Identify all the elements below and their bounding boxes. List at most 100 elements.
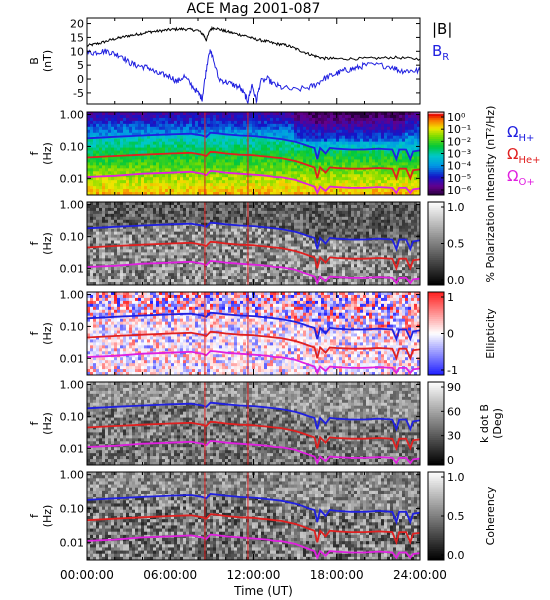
heatmap-cell bbox=[138, 240, 142, 244]
heatmap-cell bbox=[309, 138, 313, 143]
heatmap-cell bbox=[216, 120, 220, 125]
heatmap-cell bbox=[138, 204, 142, 209]
heatmap-cell bbox=[339, 138, 343, 143]
heatmap-cell bbox=[282, 114, 286, 119]
heatmap-cell bbox=[273, 249, 277, 253]
heatmap-cell bbox=[417, 165, 420, 169]
heatmap-cell bbox=[177, 279, 181, 283]
heatmap-cell bbox=[186, 202, 190, 206]
heatmap-cell bbox=[285, 135, 289, 140]
heatmap-cell bbox=[231, 186, 235, 190]
heatmap-cell bbox=[384, 114, 388, 119]
heatmap-cell bbox=[291, 183, 295, 187]
heatmap-cell bbox=[138, 126, 142, 131]
heatmap-cell bbox=[240, 234, 244, 238]
heatmap-cell bbox=[183, 162, 187, 166]
heatmap-cell bbox=[216, 174, 220, 178]
heatmap-cell bbox=[141, 240, 145, 244]
heatmap-cell bbox=[225, 246, 229, 250]
heatmap-cell bbox=[198, 159, 202, 163]
heatmap-cell bbox=[171, 282, 175, 285]
heatmap-cell bbox=[378, 117, 382, 122]
heatmap-cell bbox=[228, 150, 232, 154]
heatmap-cell bbox=[165, 213, 169, 218]
heatmap-cell bbox=[186, 255, 190, 259]
heatmap-cell bbox=[321, 165, 325, 169]
heatmap-cell bbox=[237, 138, 241, 143]
heatmap-cell bbox=[174, 258, 178, 262]
heatmap-cell bbox=[108, 156, 112, 160]
heatmap-cell bbox=[210, 234, 214, 238]
heatmap-cell bbox=[153, 252, 157, 256]
heatmap-cell bbox=[393, 147, 397, 151]
heatmap-cell bbox=[204, 228, 208, 233]
heatmap-cell bbox=[189, 234, 193, 238]
heatmap-cell bbox=[363, 150, 367, 154]
heatmap-cell bbox=[345, 138, 349, 143]
heatmap-cell bbox=[291, 132, 295, 137]
heatmap-cell bbox=[402, 129, 406, 134]
heatmap-cell bbox=[168, 168, 172, 172]
heatmap-cell bbox=[318, 174, 322, 178]
heatmap-cell bbox=[204, 249, 208, 253]
heatmap-cell bbox=[276, 279, 280, 283]
heatmap-cell bbox=[249, 112, 253, 116]
heatmap-cell bbox=[120, 183, 124, 187]
heatmap-cell bbox=[162, 213, 166, 218]
heatmap-cell bbox=[132, 273, 136, 277]
heatmap-cell bbox=[255, 261, 259, 265]
heatmap-cell bbox=[192, 228, 196, 233]
heatmap-cell bbox=[150, 165, 154, 169]
heatmap-cell bbox=[273, 177, 277, 181]
heatmap-cell bbox=[126, 264, 130, 268]
heatmap-cell bbox=[339, 168, 343, 172]
heatmap-cell bbox=[348, 129, 352, 134]
heatmap-cell bbox=[294, 183, 298, 187]
heatmap-cell bbox=[210, 132, 214, 137]
heatmap-cell bbox=[177, 207, 181, 212]
heatmap-cell bbox=[120, 255, 124, 259]
heatmap-cell bbox=[126, 246, 130, 250]
heatmap-cell bbox=[357, 141, 361, 145]
heatmap-cell bbox=[102, 210, 106, 215]
heatmap-cell bbox=[249, 174, 253, 178]
heatmap-cell bbox=[243, 117, 247, 122]
heatmap-cell bbox=[195, 138, 199, 143]
heatmap-cell bbox=[369, 120, 373, 125]
heatmap-cell bbox=[156, 258, 160, 262]
heatmap-cell bbox=[318, 135, 322, 140]
heatmap-cell bbox=[207, 204, 211, 209]
heatmap-cell bbox=[177, 120, 181, 125]
heatmap-cell bbox=[171, 207, 175, 212]
heatmap-cell bbox=[228, 231, 232, 235]
heatmap-cell bbox=[270, 114, 274, 119]
heatmap-cell bbox=[261, 270, 265, 274]
heatmap-cell bbox=[243, 258, 247, 262]
heatmap-cell bbox=[174, 144, 178, 148]
heatmap-cell bbox=[231, 156, 235, 160]
heatmap-cell bbox=[207, 228, 211, 233]
heatmap-cell bbox=[372, 192, 376, 195]
heatmap-cell bbox=[402, 153, 406, 157]
heatmap-cell bbox=[96, 123, 100, 128]
heatmap-cell bbox=[234, 246, 238, 250]
heatmap-cell bbox=[153, 165, 157, 169]
heatmap-cell bbox=[177, 112, 181, 116]
heatmap-cell bbox=[357, 156, 361, 160]
heatmap-cell bbox=[105, 240, 109, 244]
heatmap-cell bbox=[213, 141, 217, 145]
heatmap-cell bbox=[282, 141, 286, 145]
heatmap-cell bbox=[108, 138, 112, 143]
heatmap-cell bbox=[219, 282, 223, 285]
heatmap-cell bbox=[198, 252, 202, 256]
heatmap-cell bbox=[261, 150, 265, 154]
heatmap-cell bbox=[111, 112, 115, 116]
heatmap-cell bbox=[381, 138, 385, 143]
heatmap-cell bbox=[102, 165, 106, 169]
heatmap-cell bbox=[309, 112, 313, 116]
heatmap-cell bbox=[201, 129, 205, 134]
heatmap-cell bbox=[312, 177, 316, 181]
heatmap-cell bbox=[120, 120, 124, 125]
heatmap-cell bbox=[126, 138, 130, 143]
heatmap-cell bbox=[267, 141, 271, 145]
